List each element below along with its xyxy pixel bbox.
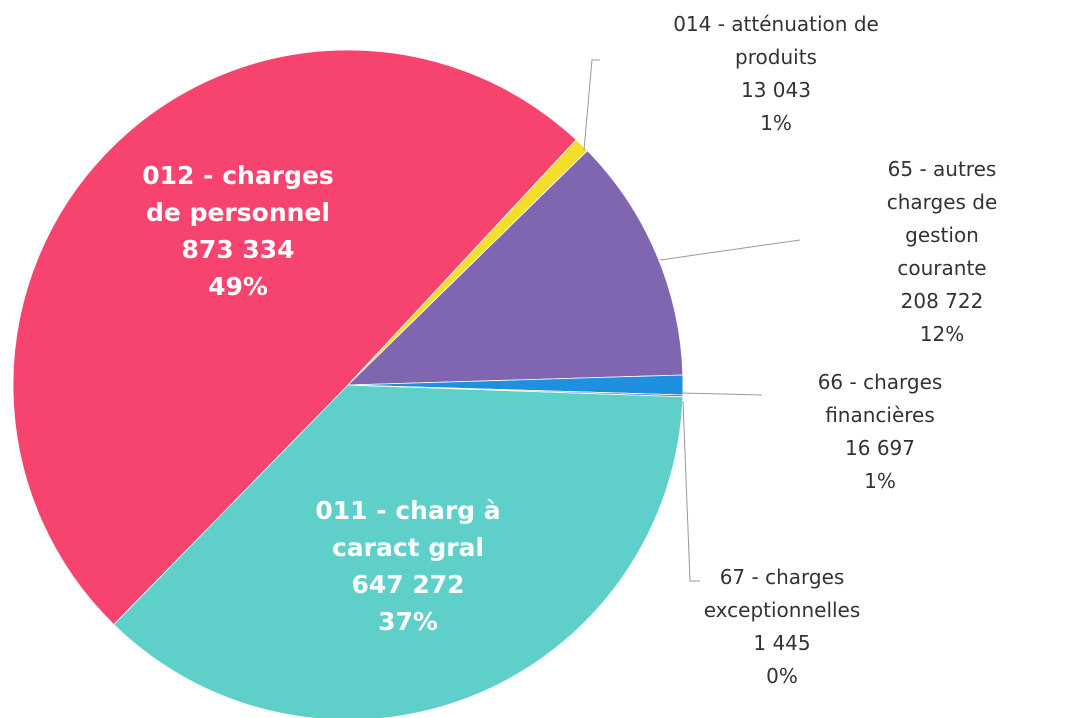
percent-label: 1% — [864, 469, 896, 493]
category-label: 66 - charges financières — [817, 370, 943, 427]
value-label: 873 334 — [181, 235, 295, 264]
category-label: 67 - charges exceptionnelles — [703, 565, 861, 622]
value-label: 208 722 — [900, 289, 984, 313]
pie-slice — [113, 384, 684, 718]
slice-label: 65 - autres charges de gestion courante 2… — [878, 153, 1007, 351]
slice-label: 011 - charg à caract gral 647 272 37% — [315, 492, 500, 640]
leader-line — [583, 59, 600, 151]
slice-label: 67 - charges exceptionnelles 1 445 0% — [704, 561, 861, 693]
leader-line — [682, 400, 700, 582]
pie-slice — [347, 384, 684, 398]
pie-slice — [12, 49, 577, 626]
value-label: 647 272 — [351, 570, 465, 599]
value-label: 16 697 — [845, 436, 915, 460]
percent-label: 49% — [208, 272, 268, 301]
category-label: 65 - autres charges de gestion courante — [886, 157, 998, 280]
pie-slice — [346, 150, 684, 386]
percent-label: 12% — [919, 322, 965, 346]
category-label: 014 - atténuation de produits — [673, 12, 879, 69]
percent-label: 1% — [760, 111, 792, 135]
slice-label: 012 - charges de personnel 873 334 49% — [142, 157, 334, 305]
percent-label: 37% — [378, 607, 438, 636]
value-label: 13 043 — [741, 78, 811, 102]
leader-line — [681, 392, 763, 396]
category-label: 011 - charg à caract gral — [315, 496, 501, 562]
category-label: 012 - charges de personnel — [142, 161, 334, 227]
leader-line — [659, 239, 801, 261]
value-label: 1 445 — [753, 631, 811, 655]
percent-label: 0% — [766, 664, 798, 688]
slice-label: 014 - atténuation de produits 13 043 1% — [673, 8, 879, 140]
slice-label: 66 - charges financières 16 697 1% — [818, 366, 943, 498]
